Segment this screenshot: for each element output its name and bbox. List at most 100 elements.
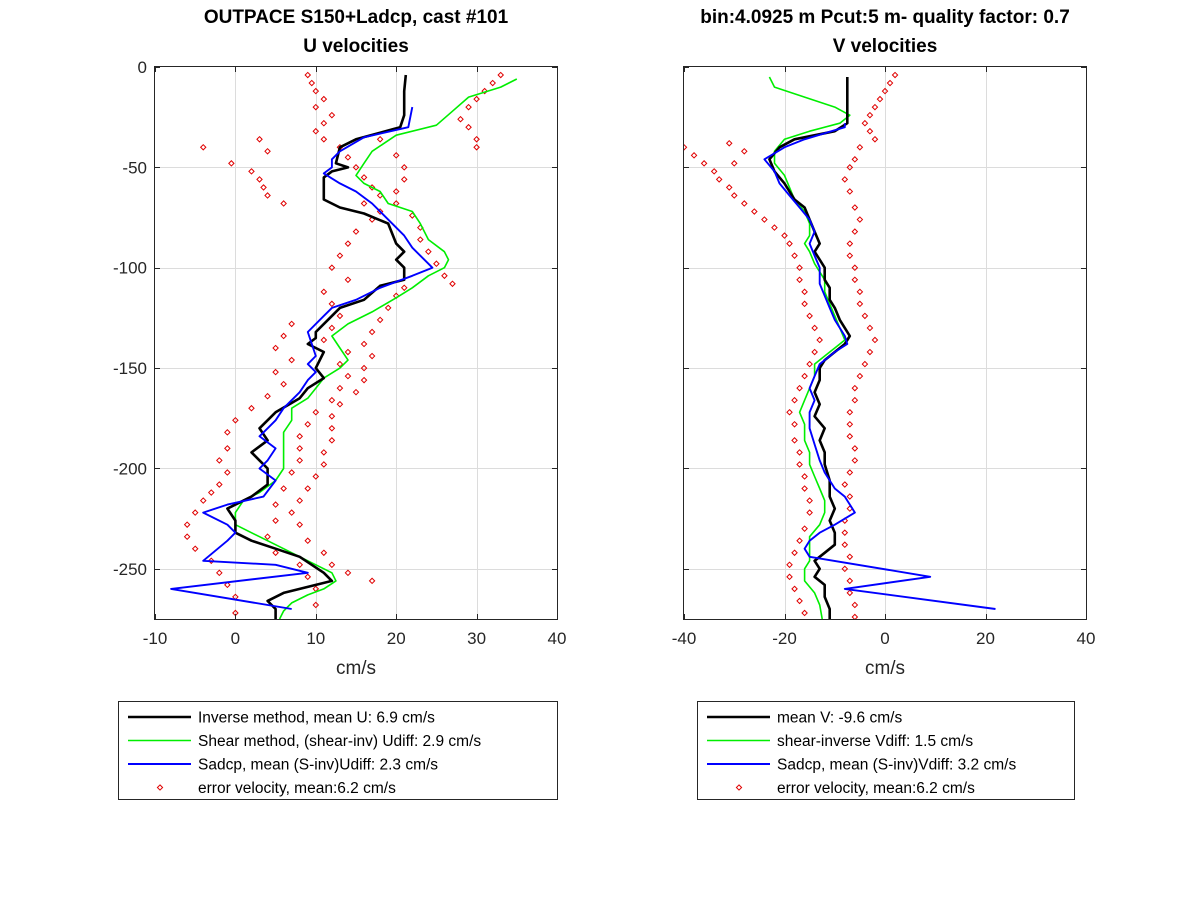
v-error-velocity-point bbox=[851, 601, 859, 609]
u-error-velocity-point bbox=[320, 288, 328, 296]
v-series-line-2 bbox=[763, 123, 996, 610]
v-error-velocity-point bbox=[841, 481, 849, 488]
u-error-velocity-point bbox=[465, 123, 472, 131]
u-velocity-panel: OUTPACE S150+Ladcp, cast #101 U velociti… bbox=[113, 7, 566, 679]
u-error-velocity-point bbox=[280, 380, 287, 388]
u-error-velocity-point bbox=[296, 433, 304, 440]
v-error-velocity-point bbox=[690, 152, 698, 159]
v-error-velocity-point bbox=[786, 240, 793, 247]
u-error-velocity-point bbox=[320, 461, 328, 468]
v-error-velocity-point bbox=[801, 525, 808, 532]
u-error-velocity-point bbox=[304, 485, 312, 492]
u-error-velocity-point bbox=[207, 557, 215, 565]
v-error-velocity-point bbox=[801, 473, 808, 480]
v-error-velocity-point bbox=[786, 561, 793, 569]
v-error-velocity-point bbox=[846, 433, 854, 440]
v-error-velocity-point bbox=[856, 372, 864, 380]
u-error-velocity-point bbox=[425, 248, 432, 255]
v-error-velocity-point bbox=[856, 143, 864, 151]
u-series-line-1 bbox=[234, 78, 518, 619]
v-error-velocity-point bbox=[781, 232, 788, 239]
v-error-velocity-point bbox=[866, 324, 874, 332]
u-error-velocity-point bbox=[417, 236, 424, 243]
u-error-velocity-point bbox=[336, 252, 344, 259]
u-error-velocity-point bbox=[344, 348, 352, 356]
v-error-velocity-point bbox=[751, 208, 758, 215]
v-panel-title-line1: bin:4.0925 m Pcut:5 m- quality factor: 0… bbox=[700, 7, 1070, 28]
u-error-velocity-point bbox=[232, 416, 239, 424]
u-error-velocity-point bbox=[473, 135, 480, 143]
v-error-velocity-point bbox=[861, 360, 869, 368]
u-panel-axes-frame bbox=[154, 66, 558, 620]
u-error-velocity-point bbox=[256, 135, 263, 143]
v-error-velocity-point bbox=[730, 192, 738, 199]
v-error-velocity-point bbox=[710, 168, 718, 175]
v-error-velocity-point bbox=[841, 529, 849, 536]
v-error-velocity-point bbox=[801, 485, 808, 492]
u-error-velocity-point bbox=[360, 174, 368, 181]
v-error-velocity-point bbox=[846, 493, 854, 500]
u-xtick-label: 20 bbox=[387, 629, 406, 648]
v-error-velocity-point bbox=[791, 585, 798, 593]
v-error-velocity-point bbox=[791, 420, 798, 428]
v-error-velocity-point bbox=[801, 288, 808, 296]
u-error-velocity-point bbox=[224, 429, 231, 436]
u-panel-ticks: -10 0 10 20 30 400-50-100-150-200-250 bbox=[113, 58, 566, 648]
u-error-velocity-point bbox=[384, 304, 392, 312]
u-legend-label: error velocity, mean:6.2 cm/s bbox=[198, 780, 396, 797]
u-error-velocity-point bbox=[320, 449, 328, 456]
v-error-velocity-point bbox=[881, 87, 889, 95]
v-error-velocity-point bbox=[846, 589, 854, 597]
u-error-velocity-point bbox=[224, 469, 231, 476]
v-error-velocity-point bbox=[816, 336, 823, 344]
v-error-velocity-point bbox=[796, 537, 803, 545]
u-error-velocity-point bbox=[400, 284, 408, 292]
u-error-velocity-point bbox=[199, 143, 207, 151]
u-error-velocity-point bbox=[352, 228, 360, 235]
u-error-velocity-point bbox=[288, 320, 295, 328]
v-panel-ticks: -40 -20 0 20 40 bbox=[672, 67, 1095, 648]
v-error-velocity-point bbox=[791, 252, 798, 259]
v-legend-box bbox=[697, 701, 1075, 800]
u-error-velocity-point bbox=[368, 577, 376, 585]
u-ytick-label: 0 bbox=[138, 58, 147, 77]
u-error-velocity-point bbox=[183, 533, 191, 541]
u-error-velocity-point bbox=[280, 200, 287, 207]
u-error-velocity-point bbox=[296, 445, 304, 452]
u-error-velocity-point bbox=[260, 184, 267, 191]
u-error-velocity-point bbox=[344, 569, 352, 577]
u-panel-title-line2: U velocities bbox=[303, 36, 409, 57]
v-xtick-label: 20 bbox=[976, 629, 995, 648]
u-error-velocity-point bbox=[288, 356, 295, 364]
u-panel-title-line1: OUTPACE S150+Ladcp, cast #101 bbox=[204, 7, 509, 28]
u-error-velocity-point bbox=[248, 404, 255, 412]
v-error-velocity-point bbox=[846, 188, 854, 195]
u-panel-xlabel: cm/s bbox=[336, 658, 376, 679]
u-panel-plot-area bbox=[170, 71, 518, 619]
u-error-velocity-point bbox=[336, 384, 344, 392]
u-error-velocity-point bbox=[296, 497, 304, 504]
u-error-velocity-point bbox=[304, 537, 312, 545]
u-error-velocity-point bbox=[328, 396, 336, 404]
v-error-velocity-point bbox=[846, 577, 854, 585]
u-error-velocity-point bbox=[191, 509, 199, 516]
u-error-velocity-point bbox=[312, 601, 320, 609]
u-error-velocity-point bbox=[312, 127, 320, 135]
u-error-velocity-point bbox=[288, 469, 295, 476]
u-error-velocity-point bbox=[248, 168, 255, 175]
u-error-velocity-point bbox=[400, 164, 408, 171]
v-error-velocity-point bbox=[684, 143, 688, 151]
u-error-velocity-point bbox=[328, 324, 336, 332]
u-error-velocity-point bbox=[481, 87, 488, 95]
v-error-velocity-point bbox=[806, 509, 813, 516]
u-error-velocity-point bbox=[296, 521, 304, 528]
u-xtick-label: 30 bbox=[467, 629, 486, 648]
u-error-velocity-point bbox=[224, 581, 231, 589]
v-xtick-label: -40 bbox=[672, 629, 697, 648]
v-error-velocity-point bbox=[866, 348, 874, 356]
v-error-velocity-point bbox=[806, 360, 813, 368]
u-error-velocity-point bbox=[228, 160, 235, 167]
u-error-velocity-point bbox=[199, 497, 207, 504]
v-error-velocity-point bbox=[796, 461, 803, 468]
